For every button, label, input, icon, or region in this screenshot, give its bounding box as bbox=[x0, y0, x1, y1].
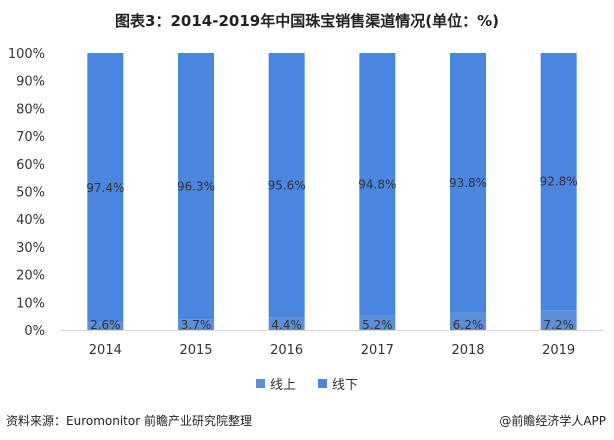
y-tick-label: 20% bbox=[16, 269, 45, 284]
bar-segment-offline bbox=[87, 53, 124, 323]
source-note: 资料来源：Euromonitor 前瞻产业研究院整理 bbox=[6, 414, 252, 428]
y-tick-label: 50% bbox=[16, 186, 45, 201]
y-tick-label: 60% bbox=[16, 158, 45, 173]
x-tick-label: 2017 bbox=[361, 343, 394, 358]
bar-segment-online bbox=[87, 322, 124, 330]
y-tick-label: 10% bbox=[16, 296, 45, 311]
data-label-online: 4.4% bbox=[271, 318, 302, 332]
x-tick-label: 2015 bbox=[179, 343, 212, 358]
legend-label-online: 线上 bbox=[269, 378, 296, 393]
y-tick-label: 0% bbox=[24, 324, 45, 339]
y-tick-label: 40% bbox=[16, 213, 45, 228]
y-tick-label: 100% bbox=[8, 47, 45, 62]
data-label-offline: 93.8% bbox=[449, 176, 487, 190]
data-label-online: 2.6% bbox=[90, 318, 121, 332]
bar-segment-online bbox=[450, 312, 486, 330]
x-tick-label: 2016 bbox=[270, 343, 303, 358]
y-tick-label: 90% bbox=[16, 75, 45, 90]
data-label-offline: 95.6% bbox=[268, 178, 306, 192]
bar-segment-offline bbox=[268, 53, 305, 318]
legend-label-offline: 线下 bbox=[332, 378, 359, 393]
data-label-online: 6.2% bbox=[453, 318, 484, 332]
bar-segment-online bbox=[540, 310, 577, 330]
x-tick-label: 2014 bbox=[89, 343, 122, 358]
bar-segment-online bbox=[178, 319, 214, 330]
data-label-online: 5.2% bbox=[362, 318, 393, 332]
data-label-offline: 92.8% bbox=[540, 175, 578, 189]
legend-swatch-offline bbox=[318, 379, 327, 388]
chart-title: 图表3：2014-2019年中国珠宝销售渠道情况(单位：%) bbox=[115, 12, 499, 30]
bar-segment-online bbox=[268, 317, 305, 330]
y-tick-label: 80% bbox=[16, 102, 45, 117]
data-label-offline: 97.4% bbox=[86, 181, 124, 195]
footer: 资料来源：Euromonitor 前瞻产业研究院整理 @前瞻经济学人APP bbox=[0, 410, 614, 432]
bar-segment-offline bbox=[540, 53, 577, 311]
legend-swatch-online bbox=[255, 379, 265, 388]
x-tick-label: 2018 bbox=[451, 343, 484, 358]
y-tick-label: 30% bbox=[16, 241, 45, 256]
bar-segment-offline bbox=[450, 53, 486, 313]
chart-legend: 线上 线下 bbox=[0, 374, 614, 393]
y-tick-label: 70% bbox=[16, 130, 45, 145]
legend-item-online: 线上 bbox=[255, 374, 296, 393]
bar-segment-offline bbox=[359, 53, 396, 316]
bar-segment-online bbox=[359, 315, 396, 330]
data-label-offline: 94.8% bbox=[358, 177, 396, 191]
legend-item-offline: 线下 bbox=[318, 374, 358, 393]
data-label-online: 7.2% bbox=[543, 318, 574, 332]
data-label-online: 3.7% bbox=[181, 318, 212, 332]
data-label-offline: 96.3% bbox=[177, 179, 215, 193]
bar-segment-offline bbox=[178, 53, 214, 320]
brand-credit: @前瞻经济学人APP bbox=[499, 414, 606, 428]
x-tick-label: 2019 bbox=[542, 343, 575, 358]
